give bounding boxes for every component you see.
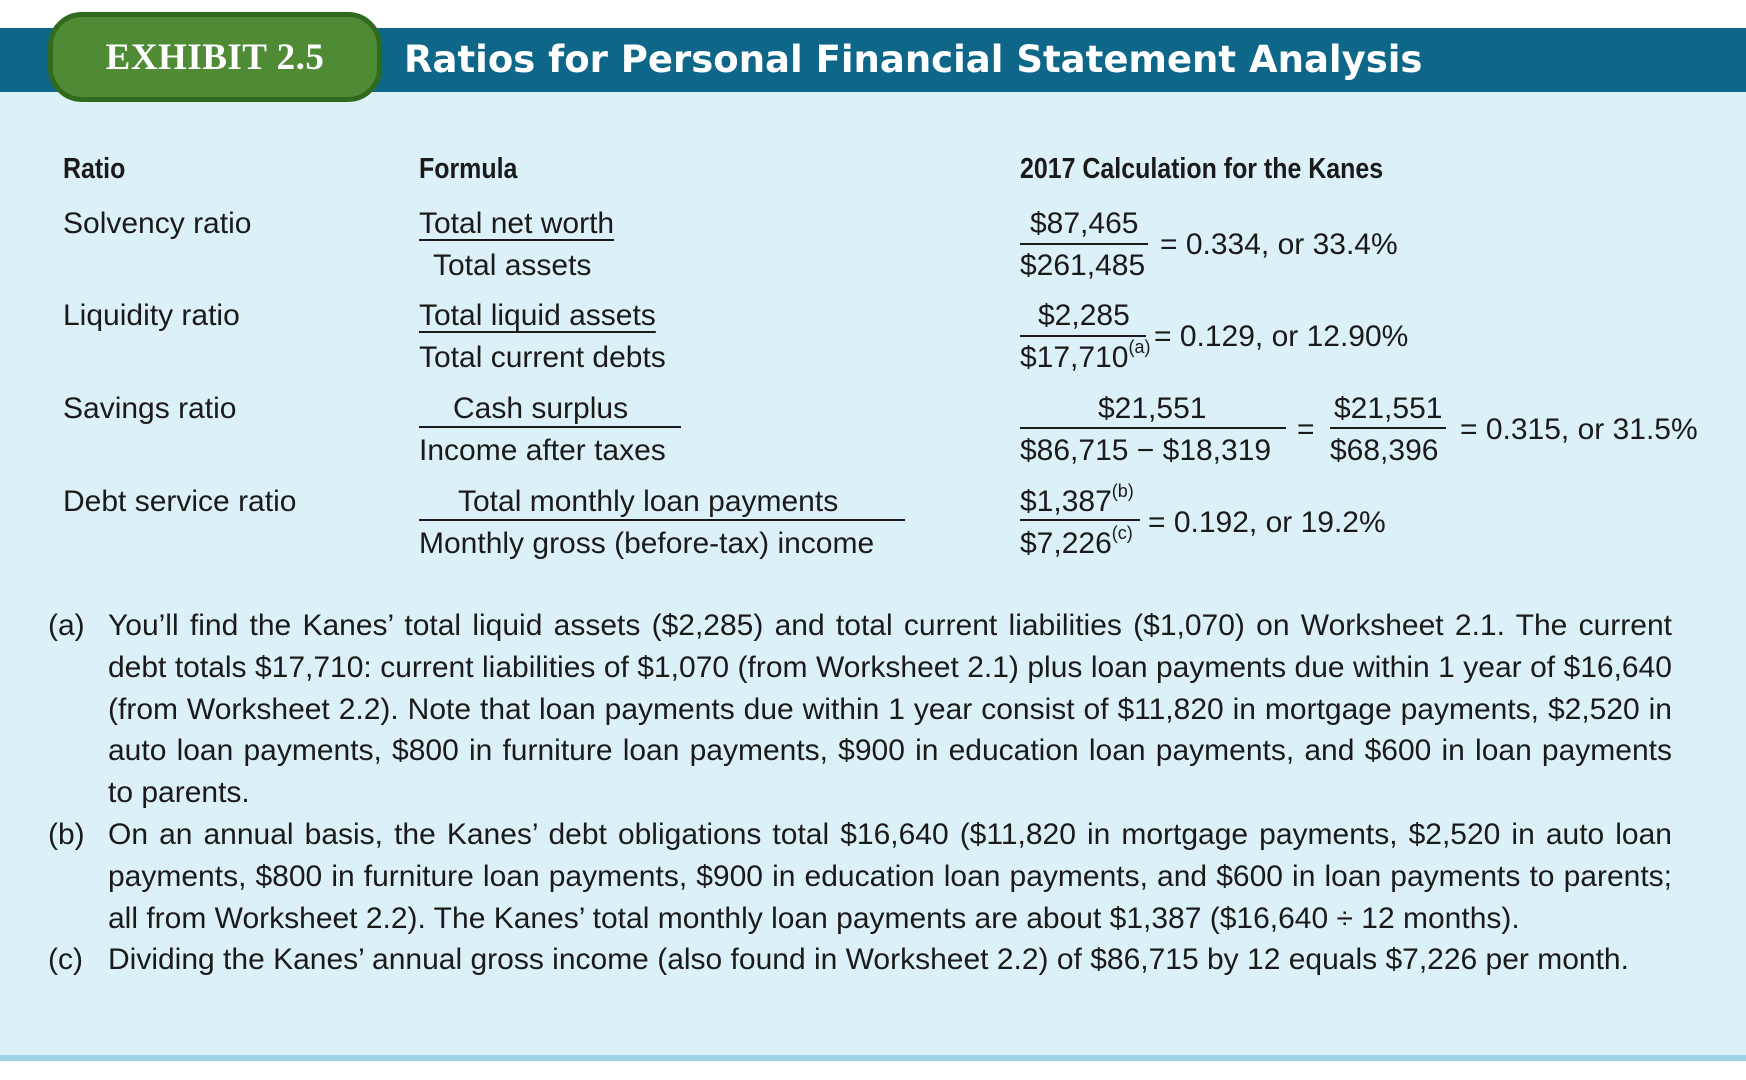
footnote-label: (c) [48, 943, 83, 977]
footnote-a: (a) You’ll find the Kanes’ total liquid … [48, 605, 1672, 814]
footnote-ref-c: (c) [1111, 523, 1133, 543]
calc-numerator: $87,465 [1030, 207, 1139, 240]
footnote-label: (b) [48, 817, 85, 851]
calc-denominator: $86,715 − $18,319 [1020, 434, 1272, 467]
footnote-c: (c) Dividing the Kanes’ annual gross inc… [48, 939, 1672, 981]
header-ratio: Ratio [63, 153, 126, 185]
calc-denominator: $261,485 [1020, 249, 1146, 282]
ratio-result: = 0.129, or 12.90% [1154, 320, 1409, 353]
ratio-result: = 0.192, or 19.2% [1148, 506, 1386, 539]
footnote-b: (b) On an annual basis, the Kanes’ debt … [48, 814, 1672, 939]
formula-numerator: Total monthly loan payments [458, 485, 839, 518]
footnote-label: (a) [48, 609, 85, 642]
fraction-bar [419, 426, 681, 428]
footnote-text: You’ll find the Kanes’ total liquid asse… [108, 609, 1672, 810]
formula-denominator: Monthly gross (before-tax) income [419, 527, 875, 560]
exhibit-badge: EXHIBIT 2.5 [48, 12, 382, 102]
ratio-name: Liquidity ratio [63, 299, 240, 332]
formula-denominator: Income after taxes [419, 434, 666, 467]
exhibit-title: Ratios for Personal Financial Statement … [404, 38, 1423, 81]
ratio-result: = 0.334, or 33.4% [1160, 228, 1398, 261]
fraction-bar [1020, 335, 1146, 337]
footnotes: (a) You’ll find the Kanes’ total liquid … [48, 605, 1672, 981]
header-calculation: 2017 Calculation for the Kanes [1020, 153, 1384, 185]
footnote-text: On an annual basis, the Kanes’ debt obli… [108, 817, 1672, 935]
formula-numerator: Cash surplus [453, 392, 629, 425]
ratio-name: Savings ratio [63, 392, 237, 425]
calc2-denominator: $68,396 [1330, 434, 1439, 467]
exhibit-panel [0, 28, 1746, 1060]
calc-numerator: $21,551 [1098, 392, 1207, 425]
exhibit-number: EXHIBIT 2.5 [105, 36, 325, 78]
calc-denominator: $17,710(a) [1020, 337, 1151, 374]
fraction-bar [1020, 427, 1286, 429]
ratio-result: = 0.315, or 31.5% [1460, 413, 1698, 446]
fraction-bar [1020, 519, 1140, 521]
footnote-text: Dividing the Kanes’ annual gross income … [108, 943, 1629, 977]
formula-numerator: Total net worth [419, 207, 615, 240]
fraction-bar [419, 519, 905, 521]
calc2-numerator: $21,551 [1334, 392, 1443, 425]
footnote-ref-a: (a) [1128, 337, 1151, 357]
fraction-bar [1330, 427, 1446, 429]
formula-denominator: Total current debts [419, 341, 666, 374]
ratio-name: Debt service ratio [63, 485, 297, 518]
header-formula: Formula [419, 153, 518, 185]
footnote-ref-b: (b) [1111, 481, 1134, 501]
formula-denominator: Total assets [433, 249, 592, 282]
calc-denominator: $7,226(c) [1020, 523, 1133, 560]
formula-numerator: Total liquid assets [419, 299, 656, 332]
ratio-name: Solvency ratio [63, 207, 252, 240]
calc-numerator: $1,387(b) [1020, 481, 1134, 518]
equals-sign: = [1297, 413, 1315, 446]
fraction-bar [1020, 243, 1148, 245]
calc-numerator: $2,285 [1038, 299, 1130, 332]
bottom-rule [0, 1055, 1746, 1061]
